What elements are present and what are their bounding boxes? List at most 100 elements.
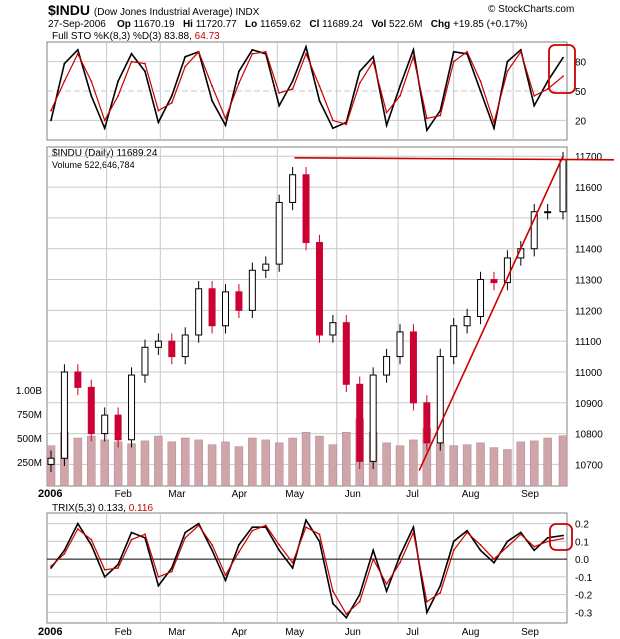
data-point — [425, 117, 428, 120]
trix-legend: TRIX(5,3) 0.133, 0.116 — [52, 503, 154, 514]
data-point — [358, 70, 361, 73]
data-point — [533, 545, 536, 548]
data-point — [157, 584, 160, 587]
data-point — [439, 591, 442, 594]
candle-body — [356, 383, 364, 462]
data-point — [318, 533, 321, 536]
candle-body — [559, 159, 567, 213]
year-tick-label: 2006 — [38, 488, 62, 500]
candle-body — [450, 325, 458, 358]
candle-body — [168, 340, 176, 358]
y-tick-label: 11400 — [575, 245, 603, 256]
data-point — [63, 62, 66, 65]
data-point — [50, 567, 52, 569]
data-point — [291, 567, 294, 569]
candle-body — [248, 269, 256, 311]
data-point — [90, 544, 93, 546]
candle-body — [544, 211, 552, 214]
data-point — [399, 85, 401, 87]
volume-bar — [449, 445, 458, 487]
data-point — [452, 549, 455, 552]
volume-bar — [382, 442, 391, 487]
stochastic-legend-text: Full STO %K(8,3) %D(3) — [52, 31, 162, 42]
data-point — [372, 558, 375, 561]
candle-body — [329, 322, 337, 336]
data-point — [130, 531, 133, 534]
data-point — [130, 52, 133, 55]
volume-bar — [194, 439, 203, 487]
data-point — [184, 55, 187, 58]
data-point — [76, 528, 79, 530]
volume-bar — [529, 440, 539, 487]
volume-tick-label: 750M — [17, 410, 42, 421]
data-point — [305, 526, 307, 529]
candle-body — [60, 371, 68, 459]
data-point — [184, 65, 187, 68]
volume-bar — [342, 431, 351, 487]
change-value: +19.85 (+0.17%) — [452, 19, 528, 30]
data-point — [533, 104, 536, 107]
data-point — [251, 529, 254, 532]
month-tick-label: Apr — [232, 627, 248, 638]
data-point — [224, 117, 227, 120]
data-point — [224, 574, 227, 576]
month-tick-label: Jun — [345, 489, 361, 500]
data-point — [562, 534, 564, 537]
data-point — [130, 538, 133, 541]
y-tick-label: 11300 — [575, 276, 603, 287]
candle-body — [315, 242, 323, 336]
volume-bar — [73, 437, 83, 487]
data-point — [372, 60, 375, 63]
data-point — [305, 52, 307, 55]
data-point — [493, 558, 495, 561]
data-point — [399, 95, 401, 97]
data-point — [264, 50, 267, 53]
volume-bar — [167, 441, 177, 487]
data-point — [103, 119, 106, 122]
volume-bar — [543, 437, 552, 487]
data-point — [533, 95, 536, 97]
data-point — [479, 90, 482, 92]
volume-bar — [248, 437, 257, 487]
data-point — [466, 50, 469, 53]
y-tick-label: 11200 — [575, 306, 603, 317]
candle-body — [477, 279, 485, 318]
data-point — [479, 544, 482, 546]
volume-bar — [328, 444, 338, 487]
series-line-signal — [50, 524, 564, 616]
data-point — [466, 531, 469, 534]
symbol-description: (Dow Jones Industrial Average) INDX — [93, 7, 260, 18]
month-tick-label: Sep — [521, 627, 539, 638]
candle-body — [181, 334, 189, 358]
data-point — [372, 55, 375, 58]
candle-body — [114, 414, 122, 441]
candle-body — [195, 288, 203, 336]
data-point — [358, 600, 361, 603]
volume-bar — [315, 435, 324, 487]
y-tick-label: -0.2 — [575, 591, 593, 602]
data-point — [399, 561, 401, 564]
volume-bar — [409, 439, 418, 487]
data-point — [425, 611, 428, 614]
data-point — [385, 111, 388, 114]
data-point — [331, 590, 334, 592]
volume-tick-label: 1.00B — [16, 386, 42, 397]
candle-body — [289, 174, 297, 203]
data-point — [506, 60, 509, 63]
data-point — [278, 544, 281, 546]
data-point — [144, 70, 146, 73]
data-point — [519, 531, 522, 534]
stockcharts-watermark: © StockCharts.com — [488, 4, 575, 15]
candle-body — [302, 174, 310, 244]
data-point — [291, 561, 294, 564]
y-tick-label: 80 — [575, 58, 587, 69]
candle-body — [222, 291, 230, 327]
data-point — [197, 524, 200, 527]
close-value: 11689.24 — [322, 19, 364, 30]
data-point — [345, 123, 348, 126]
candle-body — [47, 457, 55, 465]
data-point — [331, 127, 334, 130]
resistance-line — [294, 156, 615, 161]
data-point — [90, 80, 93, 83]
candle-body — [423, 402, 431, 444]
